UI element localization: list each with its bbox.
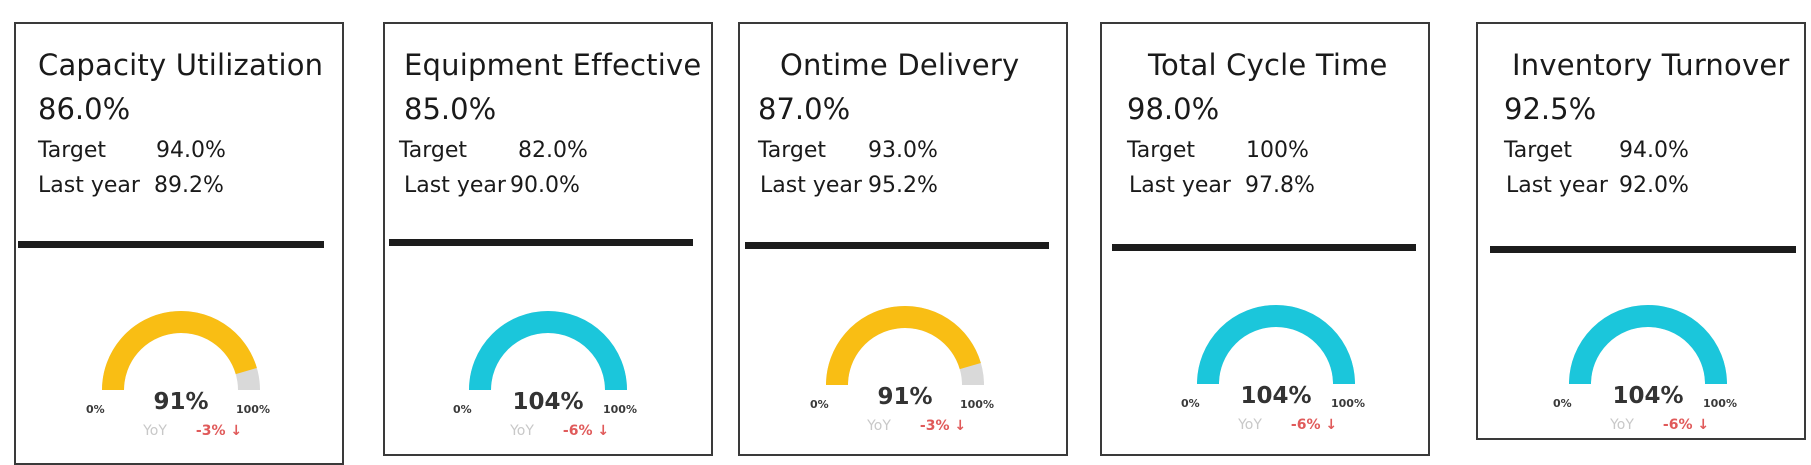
last-year-value: 92.0% (1619, 173, 1689, 198)
kpi-card-inventory-turnover: Inventory Turnover 92.5% Target 94.0% La… (1476, 22, 1806, 440)
gauge-fill (102, 311, 257, 391)
gauge-delta-label: -6% ↓ (1291, 417, 1337, 433)
last-year-value: 95.2% (868, 173, 938, 198)
gauge-percent-label: 91% (877, 384, 932, 410)
gauge-fill (1569, 305, 1727, 385)
gauge-delta-label: -3% ↓ (920, 418, 966, 434)
divider (1490, 246, 1796, 253)
last-year-label: Last year (1129, 173, 1231, 198)
last-year-value: 90.0% (510, 173, 580, 198)
card-value: 87.0% (758, 92, 851, 126)
card-title: Equipment Effective (404, 48, 702, 82)
card-value: 92.5% (1504, 92, 1597, 126)
gauge-fill (826, 306, 981, 386)
gauge-percent-label: 91% (153, 389, 208, 415)
gauge-fill (469, 311, 627, 391)
gauge-chart: 0% 91% 100% YoY -3% ↓ (810, 306, 994, 434)
gauge-min-label: 0% (86, 403, 105, 416)
kpi-card-capacity-utilization: Capacity Utilization 86.0% Target 94.0% … (14, 22, 344, 465)
target-label: Target (38, 138, 107, 163)
gauge-max-label: 100% (1703, 397, 1737, 410)
target-value: 94.0% (156, 138, 226, 163)
gauge-min-label: 0% (810, 398, 829, 411)
divider (1112, 244, 1416, 251)
divider (745, 242, 1049, 249)
gauge-max-label: 100% (603, 403, 637, 416)
card-title: Inventory Turnover (1512, 48, 1790, 82)
gauge-delta-label: -3% ↓ (196, 423, 242, 439)
gauge-max-label: 100% (236, 403, 270, 416)
last-year-label: Last year (760, 173, 862, 198)
divider (389, 239, 693, 246)
gauge-chart: 0% 91% 100% YoY -3% ↓ (86, 311, 270, 439)
kpi-card-total-cycle-time: Total Cycle Time 98.0% Target 100% Last … (1100, 22, 1430, 456)
gauge-fill (1197, 305, 1355, 385)
kpi-card-equipment-effective: Equipment Effective 85.0% Target 82.0% L… (383, 22, 713, 456)
gauge-delta-label: -6% ↓ (1663, 417, 1709, 433)
gauge-max-label: 100% (960, 398, 994, 411)
target-value: 94.0% (1619, 138, 1689, 163)
gauge-yoy-label: YoY (142, 423, 167, 439)
gauge-min-label: 0% (453, 403, 472, 416)
gauge-max-label: 100% (1331, 397, 1365, 410)
gauge-chart: 0% 104% 100% YoY -6% ↓ (1181, 305, 1365, 433)
target-label: Target (1127, 138, 1196, 163)
target-label: Target (758, 138, 827, 163)
gauge-yoy-label: YoY (1609, 417, 1634, 433)
gauge-delta-label: -6% ↓ (563, 423, 609, 439)
last-year-value: 97.8% (1245, 173, 1315, 198)
gauge-percent-label: 104% (1612, 383, 1683, 409)
target-value: 100% (1246, 138, 1309, 163)
gauge-yoy-label: YoY (866, 418, 891, 434)
target-label: Target (1504, 138, 1573, 163)
gauge-yoy-label: YoY (1237, 417, 1262, 433)
card-value: 85.0% (404, 92, 497, 126)
gauge-yoy-label: YoY (509, 423, 534, 439)
target-value: 93.0% (868, 138, 938, 163)
gauge-chart: 0% 104% 100% YoY -6% ↓ (1553, 305, 1737, 433)
target-value: 82.0% (518, 138, 588, 163)
card-title: Total Cycle Time (1148, 48, 1388, 82)
card-title: Capacity Utilization (38, 48, 324, 82)
gauge-min-label: 0% (1553, 397, 1572, 410)
card-title: Ontime Delivery (780, 48, 1020, 82)
target-label: Target (399, 138, 468, 163)
card-value: 98.0% (1127, 92, 1220, 126)
gauge-chart: 0% 104% 100% YoY -6% ↓ (453, 311, 637, 439)
gauge-percent-label: 104% (512, 389, 583, 415)
last-year-value: 89.2% (154, 173, 224, 198)
kpi-card-ontime-delivery: Ontime Delivery 87.0% Target 93.0% Last … (738, 22, 1068, 456)
last-year-label: Last year (404, 173, 506, 198)
last-year-label: Last year (38, 173, 140, 198)
card-value: 86.0% (38, 92, 131, 126)
last-year-label: Last year (1506, 173, 1608, 198)
divider (18, 241, 324, 248)
gauge-percent-label: 104% (1240, 383, 1311, 409)
gauge-min-label: 0% (1181, 397, 1200, 410)
